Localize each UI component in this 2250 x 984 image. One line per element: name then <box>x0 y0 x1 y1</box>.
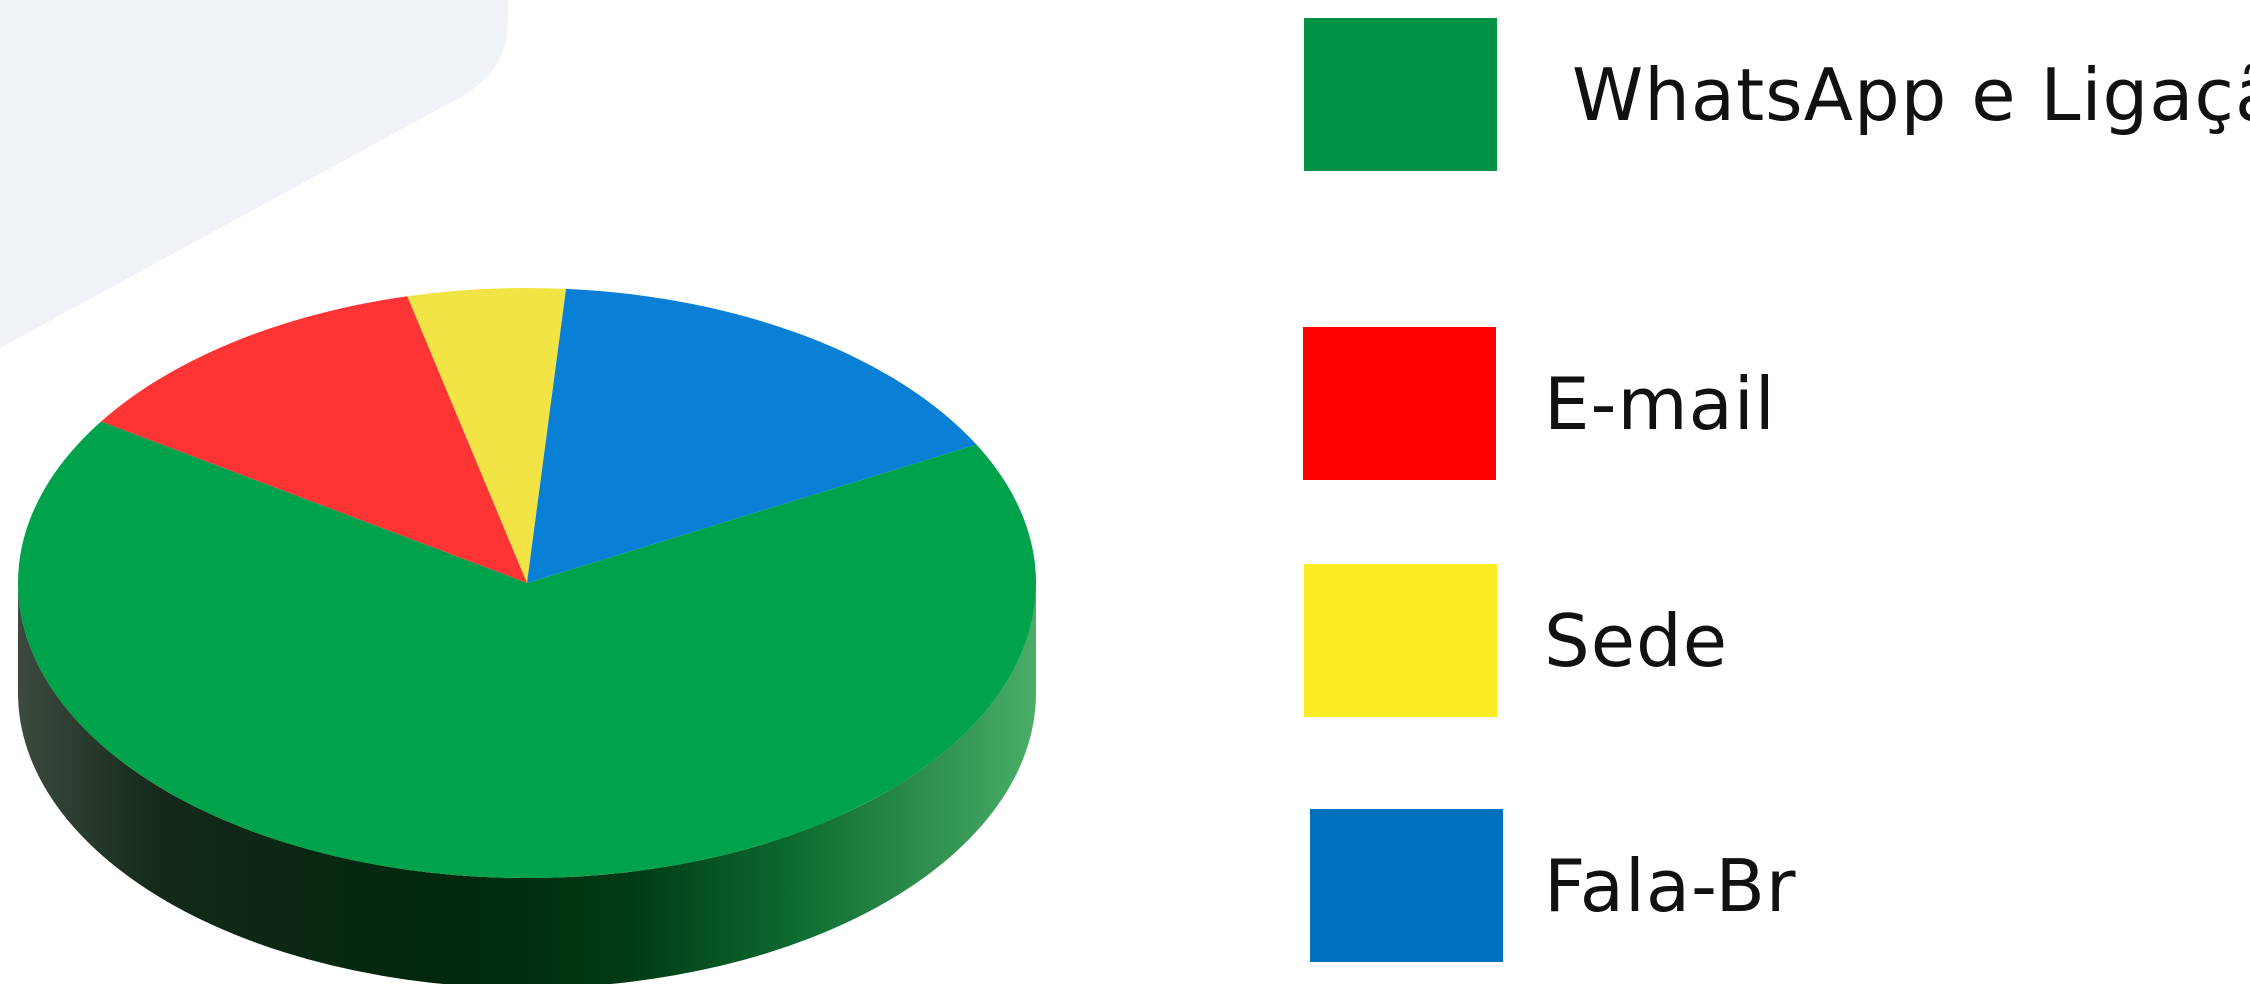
pie-slice-sede <box>407 288 567 583</box>
pie-slice-e-mail <box>101 296 527 583</box>
legend-label-sede: Sede <box>1544 598 1728 683</box>
legend-item-fala-br: Fala-Br <box>1304 809 2234 969</box>
pie-side-wall <box>18 583 1036 984</box>
legend-label-whatsapp: WhatsApp e Ligação <box>1572 52 2250 137</box>
legend-swatch-fala-br <box>1310 809 1503 962</box>
legend-swatch-sede <box>1304 564 1497 717</box>
legend-item-whatsapp: WhatsApp e Ligação <box>1304 18 2250 178</box>
legend-swatch-whatsapp <box>1304 18 1497 171</box>
legend-item-sede: Sede <box>1304 564 2234 724</box>
legend-label-email: E-mail <box>1544 361 1776 446</box>
pie-slice-fala-br <box>527 288 977 583</box>
legend-swatch-email <box>1303 327 1496 480</box>
legend-label-fala-br: Fala-Br <box>1544 843 1797 928</box>
legend-item-email: E-mail <box>1303 327 2234 487</box>
pie-slice-whatsapp-e-ligacao <box>18 421 1036 878</box>
